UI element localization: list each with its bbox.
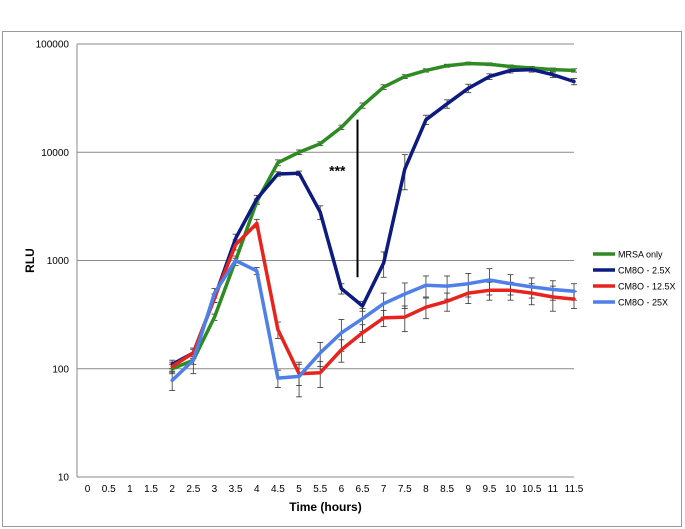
x-tick-label: 8: [423, 484, 429, 495]
x-tick-label: 0.5: [102, 484, 116, 495]
x-tick-label: 2: [169, 484, 175, 495]
x-axis-title: Time (hours): [289, 500, 361, 514]
x-tick-label: 10: [505, 484, 517, 495]
series-line: [170, 221, 576, 376]
y-tick-label: 10: [58, 473, 70, 484]
x-tick-label: 7.5: [398, 484, 412, 495]
y-axis-title: RLU: [23, 248, 37, 273]
x-tick-label: 11: [548, 484, 559, 495]
x-tick-label: 3.5: [229, 484, 243, 495]
legend-label: CM8O - 25X: [618, 298, 668, 308]
x-tick-label: 0: [85, 484, 91, 495]
x-tick-label: 11.5: [565, 484, 584, 495]
series-line: [170, 67, 576, 367]
x-tick-label: 1: [127, 484, 133, 495]
y-tick-label: 100000: [36, 40, 70, 51]
x-tick-label: 6: [339, 484, 345, 495]
y-tick-label: 1000: [47, 256, 70, 267]
x-tick-label: 3: [212, 484, 218, 495]
chart-frame: [2, 31, 682, 527]
significance-label: ***: [329, 163, 346, 179]
y-tick-label: 10000: [41, 148, 69, 159]
x-tick-label: 8.5: [440, 484, 454, 495]
y-tick-label: 100: [52, 364, 69, 375]
x-tick-label: 4: [254, 484, 260, 495]
x-tick-label: 9.5: [482, 484, 496, 495]
x-tick-label: 1.5: [144, 484, 158, 495]
x-tick-label: 2.5: [186, 484, 200, 495]
x-tick-label: 4.5: [271, 484, 285, 495]
x-tick-label: 6.5: [356, 484, 370, 495]
legend-label: MRSA only: [618, 250, 663, 260]
x-tick-label: 5: [296, 484, 302, 495]
series-line: [170, 258, 576, 383]
legend-label: CM8O - 12.5X: [618, 282, 676, 292]
series-line: [170, 61, 576, 371]
x-tick-label: 5.5: [313, 484, 327, 495]
x-tick-label: 7: [381, 484, 387, 495]
x-tick-label: 9: [465, 484, 471, 495]
legend-label: CM8O - 2.5X: [618, 266, 671, 276]
x-tick-label: 10.5: [522, 484, 542, 495]
